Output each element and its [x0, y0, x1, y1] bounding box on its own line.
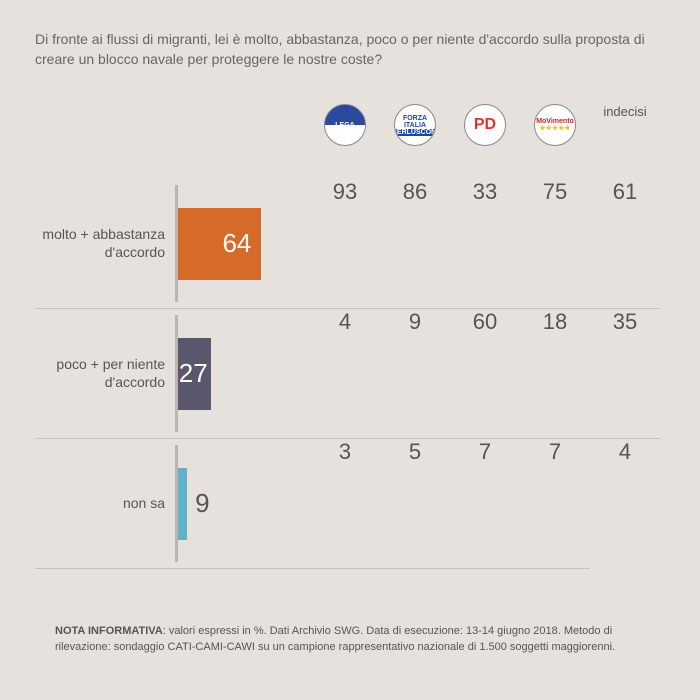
party-logo-m5s: MoVimento★★★★★ [520, 104, 590, 179]
party-logo-lega: LEGA [310, 104, 380, 179]
cell-value: 33 [450, 179, 520, 309]
cell-value: 7 [450, 439, 520, 569]
methodology-note: NOTA INFORMATIVA: valori espressi in %. … [55, 624, 645, 655]
row-barcell: non sa 9 [35, 439, 310, 569]
row-barcell: poco + per niented'accordo27 [35, 309, 310, 439]
cell-value: 93 [310, 179, 380, 309]
bar-wrap: 64 [175, 179, 310, 308]
bar-wrap: 27 [175, 309, 310, 438]
row-label: poco + per niented'accordo [56, 356, 175, 391]
cell-value: 18 [520, 309, 590, 439]
data-grid: LEGA FORZAITALIABERLUSCONI PD MoVimento★… [35, 104, 665, 569]
bar: 27 [175, 338, 211, 410]
cell-value: 3 [310, 439, 380, 569]
cell-value: 4 [310, 309, 380, 439]
party-logo-forza-italia: FORZAITALIABERLUSCONI [380, 104, 450, 179]
axis-line [175, 445, 178, 562]
survey-question: Di fronte ai flussi di migranti, lei è m… [35, 30, 665, 69]
cell-value: 61 [590, 179, 660, 309]
bar-wrap: 9 [175, 439, 310, 568]
cell-value: 86 [380, 179, 450, 309]
row-barcell: molto + abbastanzad'accordo64 [35, 179, 310, 309]
bar: 64 [175, 208, 261, 280]
cell-value: 5 [380, 439, 450, 569]
note-label: NOTA INFORMATIVA [55, 625, 163, 637]
cell-value: 4 [590, 439, 660, 569]
cell-value: 9 [380, 309, 450, 439]
cell-value: 35 [590, 309, 660, 439]
cell-value: 75 [520, 179, 590, 309]
party-logo-pd: PD [450, 104, 520, 179]
column-indecisi: indecisi [590, 104, 660, 179]
header-spacer [35, 104, 310, 179]
axis-line [175, 185, 178, 302]
row-label: molto + abbastanzad'accordo [42, 226, 175, 261]
row-label: non sa [123, 495, 175, 513]
bar-value-outside: 9 [195, 488, 209, 519]
axis-line [175, 315, 178, 432]
cell-value: 60 [450, 309, 520, 439]
cell-value: 7 [520, 439, 590, 569]
